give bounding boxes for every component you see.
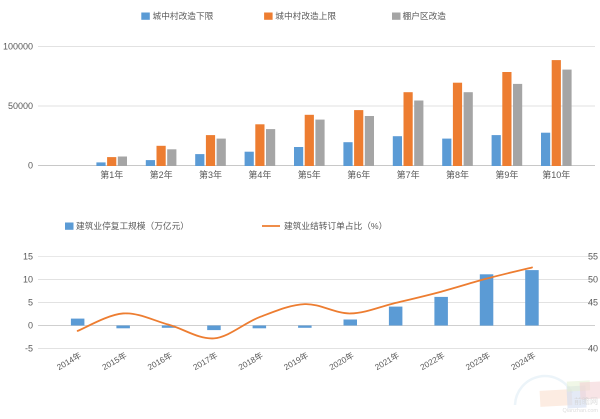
svg-text:前瞻网: 前瞻网 (574, 396, 598, 406)
svg-text:-5: -5 (25, 344, 33, 354)
svg-text:第3年: 第3年 (199, 169, 222, 180)
svg-text:0: 0 (28, 321, 33, 331)
svg-text:55: 55 (588, 251, 598, 261)
svg-text:建筑业结转订单占比（%）: 建筑业结转订单占比（%） (284, 220, 387, 231)
svg-text:45: 45 (588, 297, 598, 307)
svg-text:Qianzhan.com: Qianzhan.com (563, 408, 599, 414)
svg-text:第4年: 第4年 (248, 169, 271, 180)
svg-text:100000: 100000 (3, 42, 33, 52)
svg-text:第5年: 第5年 (298, 169, 321, 180)
svg-text:40: 40 (588, 344, 598, 354)
svg-text:第6年: 第6年 (347, 169, 370, 180)
svg-text:15: 15 (23, 251, 33, 261)
svg-text:10: 10 (23, 274, 33, 284)
svg-text:城中村改造下限: 城中村改造下限 (153, 10, 214, 21)
svg-text:第10年: 第10年 (542, 169, 570, 180)
svg-text:50: 50 (588, 274, 598, 284)
svg-text:城中村改造上限: 城中村改造上限 (275, 10, 336, 21)
svg-text:建筑业停复工规模（万亿元）: 建筑业停复工规模（万亿元） (76, 220, 189, 231)
svg-text:棚户区改造: 棚户区改造 (403, 10, 447, 21)
svg-text:0: 0 (28, 161, 33, 171)
svg-text:50000: 50000 (8, 101, 33, 111)
svg-text:第8年: 第8年 (446, 169, 469, 180)
svg-text:第7年: 第7年 (397, 169, 420, 180)
svg-text:第2年: 第2年 (150, 169, 173, 180)
svg-text:第1年: 第1年 (100, 169, 123, 180)
svg-text:5: 5 (28, 297, 33, 307)
svg-text:第9年: 第9年 (495, 169, 518, 180)
